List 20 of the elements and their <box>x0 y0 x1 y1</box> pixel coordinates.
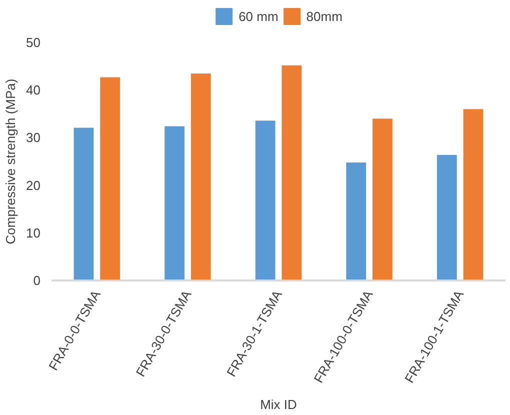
bar <box>190 72 212 280</box>
y-tick-label: 20 <box>26 178 41 193</box>
bar <box>280 64 303 280</box>
y-tick-label: 40 <box>26 82 41 98</box>
bar <box>372 118 394 280</box>
legend-label: 80mm <box>306 8 342 24</box>
bar <box>462 108 484 280</box>
x-axis-title: Mix ID <box>260 397 297 412</box>
y-tick-label: 50 <box>26 35 41 50</box>
y-tick-label: 0 <box>33 273 41 288</box>
bar <box>99 76 122 280</box>
bar <box>254 120 276 280</box>
bar <box>436 154 458 280</box>
legend-label: 60 mm <box>238 8 278 24</box>
bar <box>164 125 186 280</box>
bar <box>72 126 95 280</box>
y-tick-label: 10 <box>26 225 41 240</box>
y-tick-label: 30 <box>26 130 41 146</box>
bar <box>345 161 368 280</box>
y-axis-title: Compressive strength (MPa) <box>3 78 18 244</box>
